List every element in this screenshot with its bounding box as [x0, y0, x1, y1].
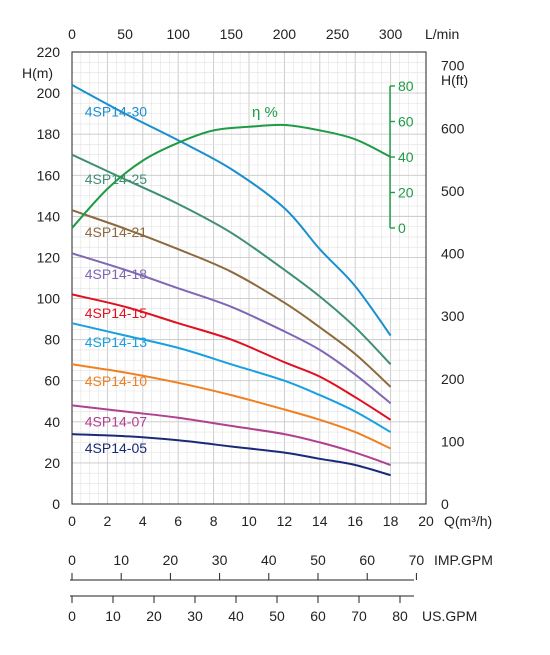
efficiency-tick-label: 0 — [398, 220, 406, 236]
x-bottom-tick-label: 4 — [139, 513, 147, 529]
series-label: 4SP14-10 — [85, 373, 147, 389]
x-bottom-tick-label: 18 — [383, 513, 399, 529]
series-label: 4SP14-13 — [85, 334, 147, 350]
scale-tick-label: 50 — [269, 608, 285, 624]
series-curve-4sp14-18 — [71, 252, 392, 405]
scale-tick-label: 30 — [212, 552, 228, 568]
x-top-tick-label: 200 — [273, 26, 297, 42]
scale-tick-label: 40 — [261, 552, 277, 568]
series-label: 4SP14-25 — [85, 171, 147, 187]
scale-tick-label: 0 — [68, 608, 76, 624]
series-curve-4sp14-10 — [71, 363, 392, 450]
series-curve-4sp14-07 — [71, 404, 391, 466]
scale-tick-label: 30 — [187, 608, 203, 624]
y-left-tick-label: 100 — [37, 291, 61, 307]
y-left-tick-label: 60 — [44, 373, 60, 389]
x-bottom-tick-label: 20 — [418, 513, 434, 529]
efficiency-tick-label: 60 — [398, 114, 414, 130]
x-top-axis-label: L/min — [425, 26, 459, 42]
x-top-tick-label: 150 — [220, 26, 244, 42]
y-left-tick-label: 0 — [52, 496, 60, 512]
y-right-tick-label: 700 — [441, 58, 465, 74]
y-right-tick-label: 600 — [441, 120, 465, 136]
y-left-tick-label: 180 — [37, 126, 61, 142]
x-bottom-tick-label: 10 — [241, 513, 257, 529]
x-bottom-tick-label: 16 — [347, 513, 363, 529]
series-curve-4sp14-15 — [71, 293, 392, 421]
x-bottom-tick-label: 14 — [312, 513, 328, 529]
scale-tick-label: 10 — [113, 552, 129, 568]
y-left-tick-label: 200 — [37, 85, 61, 101]
x-bottom-axis-label: Q(m³/h) — [444, 513, 492, 529]
series-layer: 4SP14-30 4SP14-25 4SP14-21 4SP14-18 4SP14-15… — [71, 84, 392, 477]
scale-tick-label: 50 — [310, 552, 326, 568]
scale-tick-label: 40 — [228, 608, 244, 624]
x-top-tick-label: 250 — [326, 26, 350, 42]
y-left-tick-label: 120 — [37, 249, 61, 265]
efficiency-layer: 0 20 40 60 80 η % — [71, 78, 414, 236]
y-right-tick-label: 300 — [441, 308, 465, 324]
plot-frame — [71, 51, 427, 505]
x-top-tick-label: 0 — [68, 26, 76, 42]
y-right-tick-label: 200 — [441, 371, 465, 387]
scale-tick-label: 60 — [310, 608, 326, 624]
scale-tick-label: 10 — [105, 608, 121, 624]
y-right-tick-label: 400 — [441, 246, 465, 262]
scale-tick-label: 20 — [146, 608, 162, 624]
series-curve-4sp14-21 — [71, 209, 392, 388]
efficiency-tick-label: 20 — [398, 185, 414, 201]
x-bottom-tick-label: 12 — [277, 513, 293, 529]
efficiency-axis-label: η % — [252, 104, 278, 121]
y-left-tick-label: 220 — [37, 44, 61, 60]
series-curve-4sp14-13 — [71, 322, 392, 433]
series-label: 4SP14-30 — [85, 103, 147, 119]
efficiency-tick-label: 80 — [398, 78, 414, 94]
efficiency-tick-label: 40 — [398, 149, 414, 165]
x-top-tick-label: 50 — [117, 26, 133, 42]
x-bottom-tick-label: 0 — [68, 513, 76, 529]
scale-tick-label: 80 — [392, 608, 408, 624]
series-label: 4SP14-07 — [85, 413, 147, 429]
x-top-tick-label: 100 — [167, 26, 191, 42]
y-left-axis-label: H(m) — [22, 65, 53, 81]
y-right-tick-label: 100 — [441, 433, 465, 449]
y-left-tick-label: 40 — [44, 414, 60, 430]
scale-label: IMP.GPM — [434, 552, 493, 568]
x-bottom-tick-label: 2 — [104, 513, 112, 529]
scale-tick-label: 0 — [68, 552, 76, 568]
series-label: 4SP14-15 — [85, 305, 147, 321]
series-label: 4SP14-21 — [85, 224, 147, 240]
y-left-tick-label: 80 — [44, 332, 60, 348]
series-label: 4SP14-18 — [85, 266, 147, 282]
series-curve-4sp14-30 — [71, 84, 392, 337]
y-right-tick-label: 0 — [441, 496, 449, 512]
series-curve-4sp14-05 — [71, 433, 391, 477]
scale-label: US.GPM — [422, 608, 477, 624]
scale-tick-label: 20 — [163, 552, 179, 568]
scale-tick-label: 70 — [351, 608, 367, 624]
series-curve-4sp14-25 — [71, 153, 392, 365]
efficiency-curve — [71, 123, 392, 229]
scale-tick-label: 70 — [409, 552, 425, 568]
y-left-tick-label: 160 — [37, 167, 61, 183]
x-bottom-tick-label: 6 — [174, 513, 182, 529]
x-top-tick-label: 300 — [379, 26, 403, 42]
x-bottom-tick-label: 8 — [210, 513, 218, 529]
secondary-scales: 0 10 20 30 40 50 60 70 IMP.GPM 0 10 20 30 40 50 60 70 80 U… — [68, 552, 493, 624]
y-left-tick-label: 140 — [37, 208, 61, 224]
y-right-tick-label: 500 — [441, 183, 465, 199]
series-label: 4SP14-05 — [85, 440, 147, 456]
scale-tick-label: 60 — [359, 552, 375, 568]
y-right-axis-label: H(ft) — [441, 72, 468, 88]
y-left-tick-label: 20 — [44, 455, 60, 471]
